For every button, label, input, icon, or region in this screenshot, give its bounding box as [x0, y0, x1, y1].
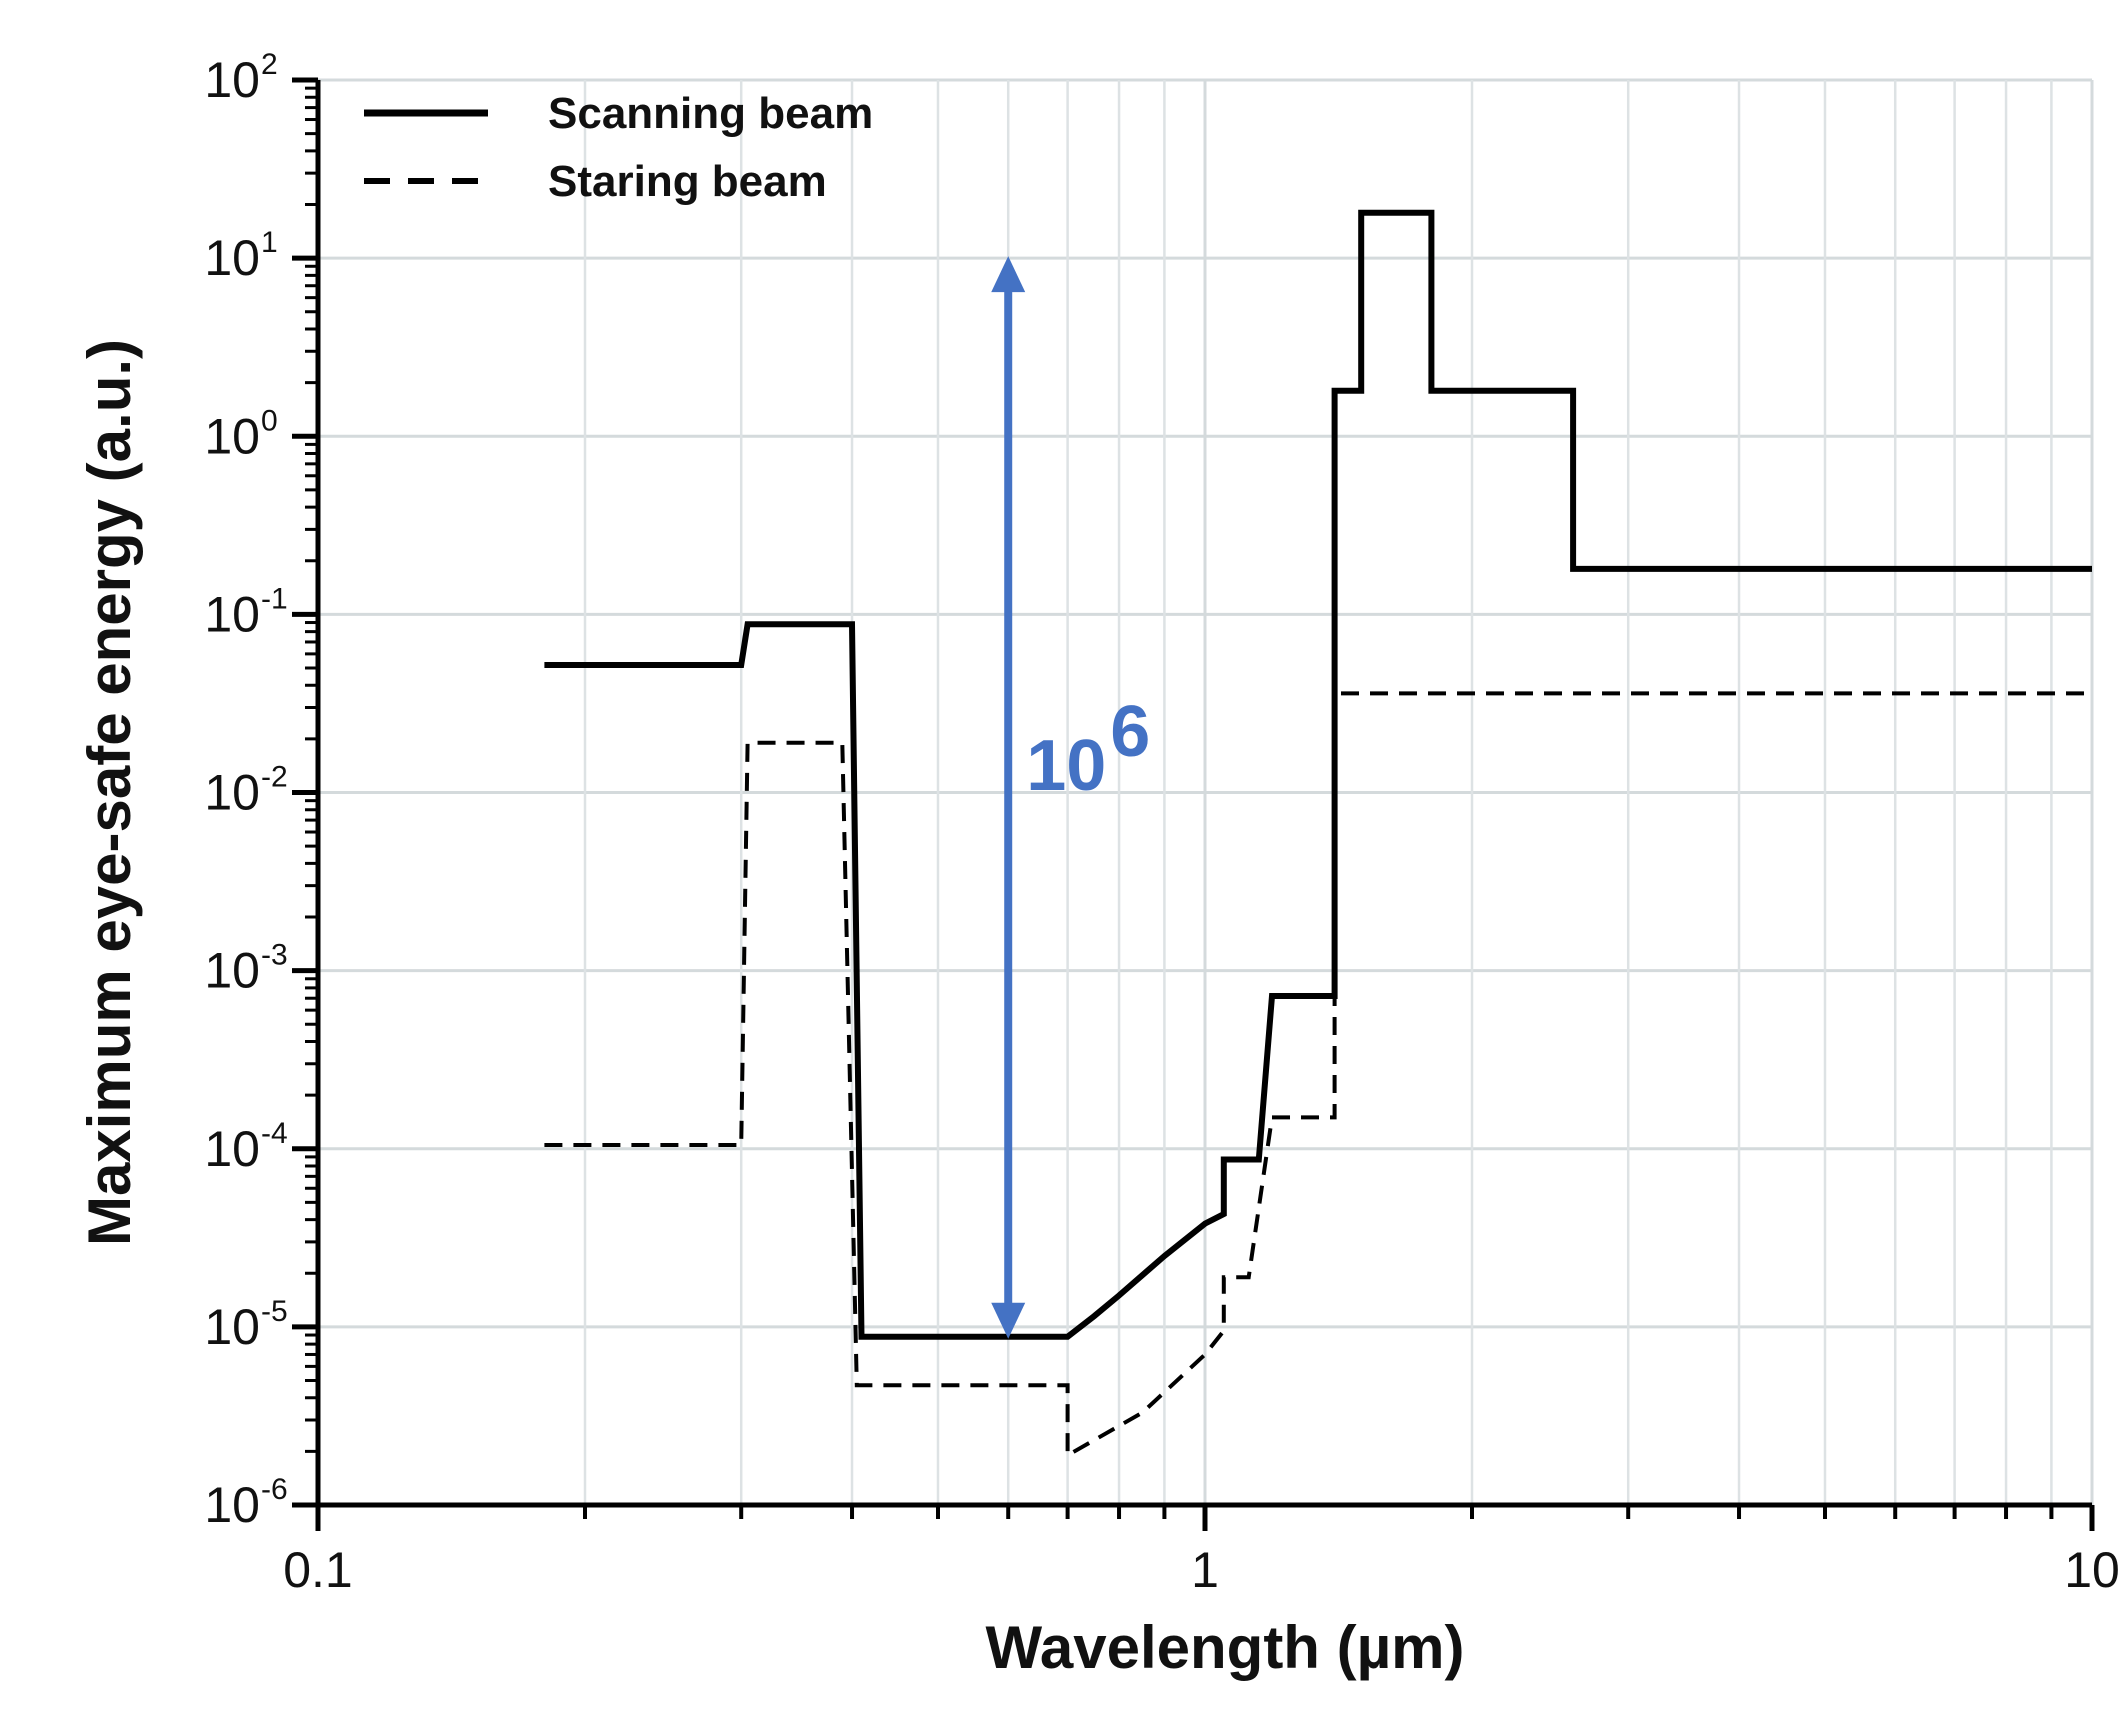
y-tick-base: 10 [204, 230, 260, 286]
y-tick-base: 10 [204, 765, 260, 821]
y-tick-label: 10 -1 [204, 582, 287, 642]
series-line-staring-beam [544, 691, 2092, 1459]
y-tick-exponent: 1 [261, 226, 278, 259]
annotation-group: 10 6 [991, 256, 1150, 1339]
y-tick-label: 10 2 [204, 48, 277, 108]
y-tick-label: 10 -6 [204, 1473, 287, 1533]
legend-item: Staring beam [364, 157, 827, 206]
y-tick-label: 10 -4 [204, 1117, 287, 1177]
y-tick-base: 10 [204, 943, 260, 999]
y-tick-base: 10 [204, 586, 260, 642]
annotation-arrow-head-down [991, 1302, 1026, 1339]
y-tick-exponent: -5 [261, 1295, 288, 1328]
x-axis-title: Wavelength (µm) [985, 1614, 1464, 1681]
x-tick-label: 1 [1191, 1542, 1219, 1598]
annotation-double-arrow: 10 6 [991, 256, 1150, 1339]
legend: Scanning beam Staring beam [364, 89, 873, 206]
annotation-label-base: 10 [1026, 726, 1106, 806]
y-tick-exponent: -2 [261, 761, 288, 794]
y-tick-label: 10 0 [204, 404, 277, 464]
y-tick-base: 10 [204, 52, 260, 108]
y-tick-exponent: -3 [261, 939, 288, 972]
y-tick-base: 10 [204, 1121, 260, 1177]
y-tick-label: 10 1 [204, 226, 277, 286]
y-tick-exponent: 0 [261, 404, 278, 437]
grid [318, 78, 2094, 1505]
y-tick-label: 10 -5 [204, 1295, 287, 1355]
y-tick-base: 10 [204, 408, 260, 464]
y-tick-exponent: 2 [261, 48, 278, 81]
y-tick-exponent: -4 [261, 1117, 288, 1150]
legend-item: Scanning beam [364, 89, 873, 138]
x-tick-label: 10 [2064, 1542, 2120, 1598]
y-tick-base: 10 [204, 1477, 260, 1533]
annotation-arrow-head-up [991, 256, 1026, 293]
y-tick-exponent: -6 [261, 1473, 288, 1506]
x-tick-label: 0.1 [283, 1542, 353, 1598]
annotation-label-exponent: 6 [1110, 692, 1150, 772]
legend-label: Scanning beam [548, 89, 873, 138]
y-tick-label: 10 -2 [204, 761, 287, 821]
y-axis-title: Maximum eye-safe energy (a.u.) [76, 339, 143, 1246]
series-group [544, 209, 2092, 1459]
series-line-scanning-beam [544, 209, 2092, 1340]
y-tick-label: 10 -3 [204, 939, 287, 999]
y-tick-exponent: -1 [261, 582, 288, 615]
legend-label: Staring beam [548, 157, 827, 206]
y-tick-base: 10 [204, 1299, 260, 1355]
